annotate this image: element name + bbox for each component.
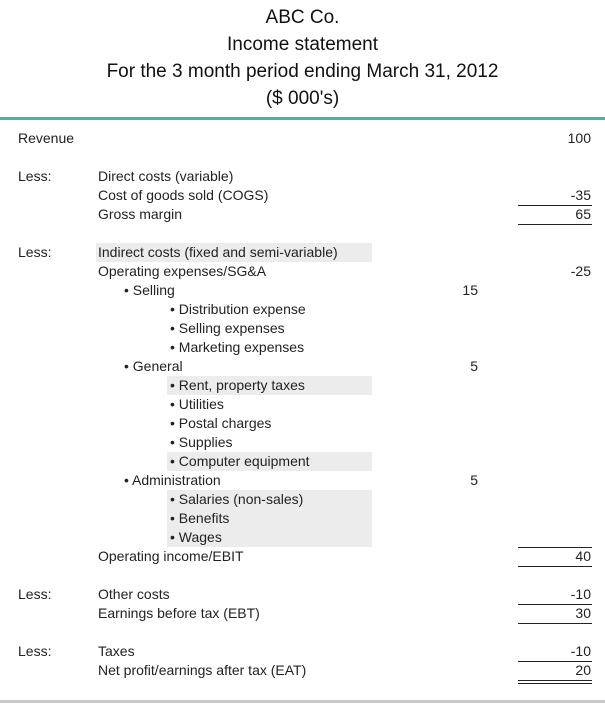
less-label-other: Less: — [18, 586, 52, 602]
general-item: • Postal charges — [170, 415, 272, 431]
indirect-costs-heading: Indirect costs (fixed and semi-variable) — [98, 244, 338, 260]
ebit-underline — [518, 566, 592, 567]
opex-label: Operating expenses/SG&A — [98, 263, 267, 279]
ebt-underline — [518, 623, 592, 624]
company-name: ABC Co. — [265, 7, 340, 28]
administration-item: • Wages — [170, 529, 222, 545]
other-costs-value: -10 — [570, 586, 591, 602]
footer-divider — [0, 700, 605, 703]
statement-period: For the 3 month period ending March 31, … — [106, 61, 499, 82]
general-item: • Utilities — [170, 396, 224, 412]
selling-value: 15 — [462, 282, 478, 298]
eat-value: 20 — [575, 662, 591, 678]
cogs-underline — [518, 205, 592, 206]
revenue-value: 100 — [567, 130, 591, 146]
administration-item: • Benefits — [170, 510, 230, 526]
gross-margin-value: 65 — [575, 206, 591, 222]
less-label-direct: Less: — [18, 168, 52, 184]
statement-title: Income statement — [226, 34, 379, 55]
administration-value: 5 — [470, 472, 478, 488]
less-label-indirect: Less: — [18, 244, 52, 260]
other-costs-label: Other costs — [98, 586, 170, 602]
other-costs-underline — [518, 604, 592, 605]
ebit-value: 40 — [575, 548, 591, 564]
statement-units: ($ 000's) — [265, 88, 340, 109]
direct-costs-heading: Direct costs (variable) — [98, 168, 234, 184]
general-item: • Supplies — [170, 434, 233, 450]
eat-label: Net profit/earnings after tax (EAT) — [98, 662, 307, 678]
revenue-label: Revenue — [18, 130, 75, 146]
ebit-label: Operating income/EBIT — [98, 548, 244, 564]
eat-double-underline-top — [518, 680, 592, 681]
general-item: • Rent, property taxes — [170, 377, 305, 393]
taxes-underline — [518, 661, 592, 662]
selling-item: • Marketing expenses — [170, 339, 305, 355]
cogs-value: -35 — [570, 187, 591, 203]
general-value: 5 — [470, 358, 478, 374]
taxes-value: -10 — [570, 643, 591, 659]
opex-value: -25 — [570, 263, 591, 279]
administration-item: • Salaries (non-sales) — [170, 491, 304, 507]
header-divider — [0, 117, 605, 120]
taxes-label: Taxes — [98, 643, 135, 659]
highlight-admin-items — [167, 490, 372, 547]
selling-label: • Selling — [124, 282, 175, 298]
gross-margin-label: Gross margin — [98, 206, 183, 222]
general-label: • General — [124, 358, 183, 374]
administration-label: • Administration — [124, 472, 221, 488]
ebt-value: 30 — [575, 605, 591, 621]
cogs-label: Cost of goods sold (COGS) — [98, 187, 269, 203]
ebt-label: Earnings before tax (EBT) — [98, 605, 260, 621]
less-label-taxes: Less: — [18, 643, 52, 659]
selling-item: • Selling expenses — [170, 320, 285, 336]
ebit-overline — [518, 547, 592, 548]
selling-item: • Distribution expense — [170, 301, 306, 317]
highlight-indirect — [96, 243, 372, 262]
highlight-rent — [167, 376, 372, 395]
gross-margin-underline — [518, 224, 592, 225]
highlight-computer — [167, 452, 372, 471]
general-item: • Computer equipment — [170, 453, 310, 469]
eat-double-underline-bottom — [518, 683, 592, 684]
